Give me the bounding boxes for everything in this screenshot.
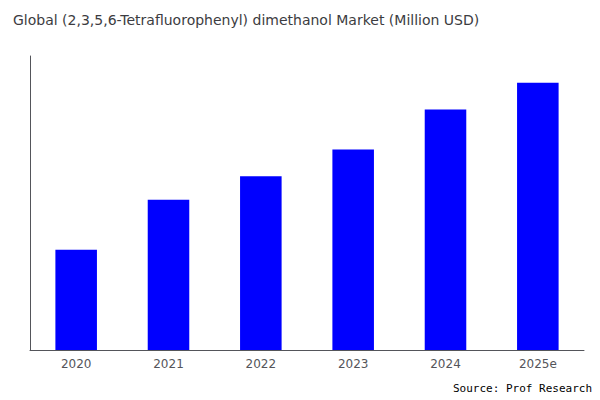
svg-text:2023: 2023 bbox=[338, 357, 369, 371]
svg-text:Global (2,3,5,6-Tetrafluorophe: Global (2,3,5,6-Tetrafluorophenyl) dimet… bbox=[13, 12, 479, 28]
svg-text:Source: Prof Research: Source: Prof Research bbox=[453, 382, 592, 395]
svg-text:2022: 2022 bbox=[246, 357, 277, 371]
svg-text:2020: 2020 bbox=[61, 357, 92, 371]
svg-text:2024: 2024 bbox=[430, 357, 461, 371]
svg-text:2025e: 2025e bbox=[519, 357, 557, 371]
svg-text:2021: 2021 bbox=[153, 357, 184, 371]
